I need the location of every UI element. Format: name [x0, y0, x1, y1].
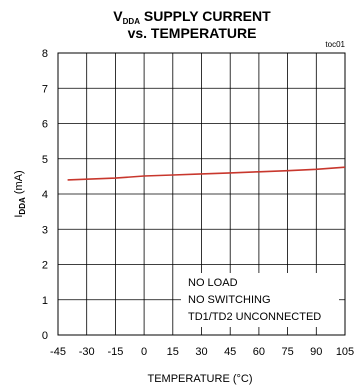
- x-tick-labels: -45 -30 -15 0 15 30 45 60 75 90 105: [50, 346, 354, 358]
- x-tick-label: 105: [336, 346, 354, 358]
- y-tick-labels: 0 1 2 3 4 5 6 7 8: [42, 48, 48, 342]
- y-tick-label: 0: [42, 330, 48, 342]
- series-line: [67, 166, 346, 181]
- y-tick-label: 2: [42, 260, 48, 272]
- x-tick-label: 30: [195, 346, 207, 358]
- y-tick-label: 5: [42, 154, 48, 166]
- y-tick-label: 1: [42, 295, 48, 307]
- y-tick-label: 4: [42, 189, 48, 201]
- annotation-box: [181, 273, 339, 327]
- x-tick-label: -30: [79, 346, 95, 358]
- x-tick-label: -15: [107, 346, 123, 358]
- y-tick-label: 6: [42, 119, 48, 131]
- annotation-no-load: NO LOAD: [188, 277, 238, 289]
- x-tick-label: 45: [224, 346, 236, 358]
- x-axis-label: TEMPERATURE (°C): [147, 373, 252, 385]
- y-tick-label: 8: [42, 48, 48, 60]
- x-tick-label: 75: [281, 346, 293, 358]
- x-tick-label: 90: [310, 346, 322, 358]
- annotation-no-switching: NO SWITCHING: [188, 294, 271, 306]
- y-axis-label: IDDA (mA): [13, 170, 27, 217]
- figure-id: toc01: [325, 40, 345, 49]
- x-tick-label: -45: [50, 346, 66, 358]
- chart-title-line2: vs. TEMPERATURE: [128, 25, 257, 41]
- x-tick-label: 15: [167, 346, 179, 358]
- y-tick-label: 3: [42, 224, 48, 236]
- x-tick-label: 60: [253, 346, 265, 358]
- annotation-td-unconnected: TD1/TD2 UNCONNECTED: [188, 311, 321, 323]
- plot-frame: [57, 52, 346, 336]
- chart-title-line1: VDDA SUPPLY CURRENT: [113, 8, 271, 26]
- x-tick-label: 0: [141, 346, 147, 358]
- y-tick-label: 7: [42, 83, 48, 95]
